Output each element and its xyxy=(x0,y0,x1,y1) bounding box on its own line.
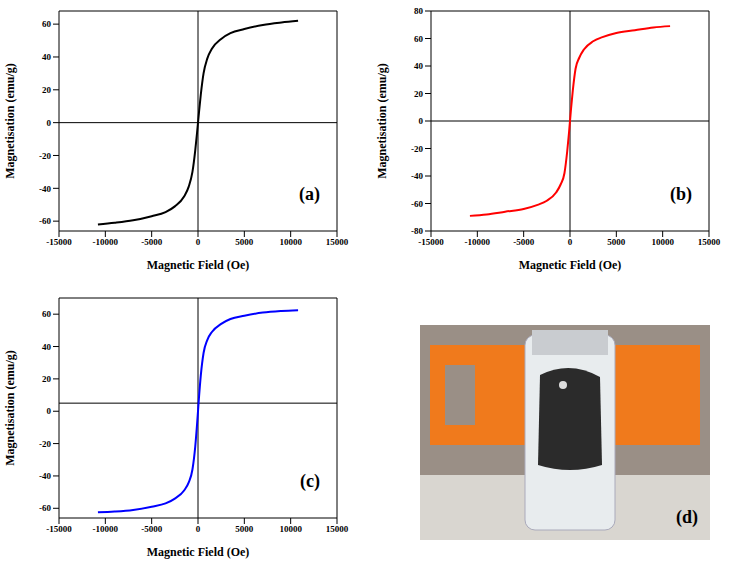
svg-text:15000: 15000 xyxy=(326,524,349,534)
svg-text:0: 0 xyxy=(568,237,573,247)
svg-text:5000: 5000 xyxy=(607,237,626,247)
svg-text:20: 20 xyxy=(414,89,424,99)
svg-text:Magnetic Field (Oe): Magnetic Field (Oe) xyxy=(147,258,250,272)
svg-text:-10000: -10000 xyxy=(93,237,119,247)
svg-text:-20: -20 xyxy=(411,144,423,154)
svg-text:20: 20 xyxy=(42,374,52,384)
svg-text:0: 0 xyxy=(47,406,52,416)
svg-text:40: 40 xyxy=(414,61,424,71)
svg-text:-20: -20 xyxy=(39,151,51,161)
svg-text:-5000: -5000 xyxy=(141,237,162,247)
svg-text:10000: 10000 xyxy=(279,237,302,247)
svg-text:80: 80 xyxy=(414,6,424,16)
svg-text:60: 60 xyxy=(42,309,52,319)
svg-text:-5000: -5000 xyxy=(513,237,534,247)
svg-text:5000: 5000 xyxy=(235,237,254,247)
svg-text:0: 0 xyxy=(196,237,201,247)
svg-text:-15000: -15000 xyxy=(46,524,72,534)
svg-text:15000: 15000 xyxy=(326,237,349,247)
svg-text:60: 60 xyxy=(42,19,52,29)
svg-text:Magnetisation (emu/g): Magnetisation (emu/g) xyxy=(3,63,17,179)
svg-text:-60: -60 xyxy=(411,199,423,209)
svg-text:Magnetisation (emu/g): Magnetisation (emu/g) xyxy=(375,63,389,179)
svg-text:Magnetic Field (Oe): Magnetic Field (Oe) xyxy=(147,545,250,559)
html-text:(c): (c) xyxy=(300,471,320,491)
svg-text:-40: -40 xyxy=(411,171,423,181)
svg-text:40: 40 xyxy=(42,52,52,62)
svg-text:15000: 15000 xyxy=(698,237,721,247)
svg-text:60: 60 xyxy=(414,34,424,44)
svg-text:5000: 5000 xyxy=(235,524,254,534)
html-text:(a): (a) xyxy=(299,184,320,204)
svg-text:-15000: -15000 xyxy=(46,237,72,247)
svg-text:0: 0 xyxy=(419,116,424,126)
svg-text:0: 0 xyxy=(47,118,52,128)
svg-text:10000: 10000 xyxy=(279,524,302,534)
svg-text:-5000: -5000 xyxy=(141,524,162,534)
svg-text:-10000: -10000 xyxy=(93,524,119,534)
svg-text:-60: -60 xyxy=(39,216,51,226)
svg-text:-60: -60 xyxy=(39,503,51,513)
svg-text:20: 20 xyxy=(42,85,52,95)
svg-text:-15000: -15000 xyxy=(418,237,444,247)
svg-text:-20: -20 xyxy=(39,439,51,449)
svg-text:Magnetisation (emu/g): Magnetisation (emu/g) xyxy=(3,350,17,466)
svg-text:-40: -40 xyxy=(39,184,51,194)
svg-text:Magnetic Field (Oe): Magnetic Field (Oe) xyxy=(519,258,622,272)
svg-text:-10000: -10000 xyxy=(465,237,491,247)
html-text:(b): (b) xyxy=(670,184,692,204)
svg-text:10000: 10000 xyxy=(651,237,674,247)
svg-text:40: 40 xyxy=(42,342,52,352)
svg-text:-80: -80 xyxy=(411,226,423,236)
svg-text:-40: -40 xyxy=(39,471,51,481)
html-text:(d): (d) xyxy=(676,507,698,527)
svg-text:0: 0 xyxy=(196,524,201,534)
